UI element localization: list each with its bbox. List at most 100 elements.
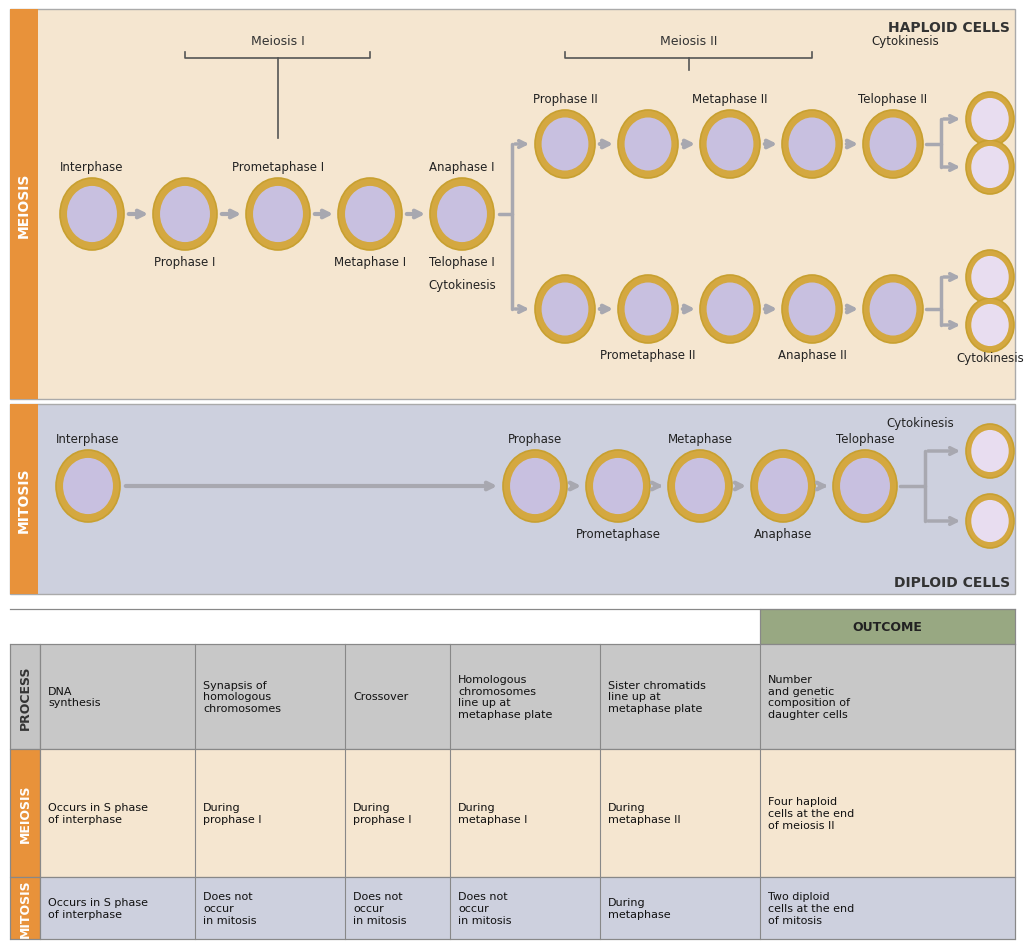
Ellipse shape	[700, 276, 760, 344]
Ellipse shape	[972, 99, 1009, 141]
Ellipse shape	[345, 187, 395, 243]
Ellipse shape	[972, 500, 1009, 543]
Text: Does not
occur
in mitosis: Does not occur in mitosis	[203, 891, 256, 924]
Ellipse shape	[972, 146, 1009, 189]
Ellipse shape	[625, 283, 672, 336]
Text: Prophase: Prophase	[508, 432, 562, 446]
Text: Sister chromatids
line up at
metaphase plate: Sister chromatids line up at metaphase p…	[608, 681, 706, 714]
Bar	[10, 750, 40, 877]
Text: Does not
occur
in mitosis: Does not occur in mitosis	[353, 891, 407, 924]
Text: Prometaphase II: Prometaphase II	[600, 348, 695, 362]
Ellipse shape	[510, 459, 560, 514]
Ellipse shape	[542, 118, 589, 172]
Text: Cytokinesis: Cytokinesis	[886, 416, 954, 429]
Text: HAPLOID CELLS: HAPLOID CELLS	[888, 21, 1010, 35]
Text: During
prophase I: During prophase I	[353, 802, 412, 824]
Ellipse shape	[668, 450, 732, 522]
Ellipse shape	[966, 495, 1014, 548]
Text: During
metaphase I: During metaphase I	[458, 802, 527, 824]
Ellipse shape	[966, 425, 1014, 479]
Bar	[10, 10, 1015, 399]
Text: Interphase: Interphase	[60, 160, 124, 174]
Text: DIPLOID CELLS: DIPLOID CELLS	[894, 576, 1010, 589]
Ellipse shape	[972, 430, 1009, 473]
Ellipse shape	[625, 118, 672, 172]
Ellipse shape	[966, 93, 1014, 147]
Ellipse shape	[67, 187, 117, 243]
Ellipse shape	[430, 178, 494, 251]
Text: Anaphase I: Anaphase I	[429, 160, 495, 174]
Text: Prometaphase I: Prometaphase I	[232, 160, 324, 174]
Text: Number
and genetic
composition of
daughter cells: Number and genetic composition of daught…	[768, 674, 850, 719]
Text: MITOSIS: MITOSIS	[17, 466, 31, 532]
Ellipse shape	[618, 276, 678, 344]
Text: Crossover: Crossover	[353, 692, 409, 701]
Text: OUTCOME: OUTCOME	[853, 620, 923, 633]
Text: Telophase: Telophase	[836, 432, 894, 446]
Ellipse shape	[618, 110, 678, 178]
Ellipse shape	[60, 178, 124, 251]
Ellipse shape	[437, 187, 487, 243]
Bar	[760, 610, 1015, 645]
Ellipse shape	[758, 459, 808, 514]
Text: Metaphase II: Metaphase II	[692, 93, 768, 106]
Text: Cytokinesis: Cytokinesis	[871, 35, 939, 48]
Text: Telophase I: Telophase I	[429, 256, 495, 269]
Ellipse shape	[675, 459, 725, 514]
Ellipse shape	[840, 459, 890, 514]
Bar	[40, 645, 1015, 750]
Text: Occurs in S phase
of interphase: Occurs in S phase of interphase	[48, 897, 148, 919]
Text: Telophase II: Telophase II	[858, 93, 928, 106]
Ellipse shape	[253, 187, 303, 243]
Text: During
prophase I: During prophase I	[203, 802, 261, 824]
Ellipse shape	[593, 459, 643, 514]
Text: Synapsis of
homologous
chromosomes: Synapsis of homologous chromosomes	[203, 681, 281, 714]
Text: Interphase: Interphase	[56, 432, 120, 446]
Bar	[40, 877, 1015, 939]
Bar	[10, 405, 1015, 595]
Text: Metaphase I: Metaphase I	[334, 256, 407, 269]
Ellipse shape	[586, 450, 650, 522]
Ellipse shape	[869, 283, 916, 336]
Ellipse shape	[338, 178, 402, 251]
Text: Metaphase: Metaphase	[668, 432, 732, 446]
Text: Anaphase II: Anaphase II	[777, 348, 847, 362]
Text: During
metaphase: During metaphase	[608, 897, 671, 919]
Text: Cytokinesis: Cytokinesis	[956, 351, 1024, 364]
Text: Cytokinesis: Cytokinesis	[428, 278, 496, 292]
Text: Meiosis II: Meiosis II	[659, 35, 717, 48]
Ellipse shape	[153, 178, 217, 251]
Ellipse shape	[63, 459, 113, 514]
Bar	[10, 405, 38, 595]
Ellipse shape	[707, 118, 754, 172]
Ellipse shape	[246, 178, 310, 251]
Ellipse shape	[56, 450, 120, 522]
Bar	[10, 645, 40, 750]
Ellipse shape	[972, 257, 1009, 298]
Ellipse shape	[707, 283, 754, 336]
Ellipse shape	[966, 251, 1014, 305]
Text: Meiosis I: Meiosis I	[251, 35, 304, 48]
Ellipse shape	[788, 283, 836, 336]
Bar	[10, 10, 38, 399]
Ellipse shape	[863, 276, 923, 344]
Text: Anaphase: Anaphase	[754, 528, 812, 540]
Bar	[40, 750, 1015, 877]
Ellipse shape	[503, 450, 567, 522]
Text: Occurs in S phase
of interphase: Occurs in S phase of interphase	[48, 802, 148, 824]
Text: During
metaphase II: During metaphase II	[608, 802, 681, 824]
Ellipse shape	[535, 276, 595, 344]
Ellipse shape	[782, 276, 842, 344]
Ellipse shape	[751, 450, 815, 522]
Text: Homologous
chromosomes
line up at
metaphase plate: Homologous chromosomes line up at metaph…	[458, 674, 552, 719]
Ellipse shape	[863, 110, 923, 178]
Text: Two diploid
cells at the end
of mitosis: Two diploid cells at the end of mitosis	[768, 891, 854, 924]
Text: PROCESS: PROCESS	[18, 665, 32, 729]
Ellipse shape	[966, 141, 1014, 194]
Ellipse shape	[966, 298, 1014, 353]
Text: DNA
synthesis: DNA synthesis	[48, 686, 100, 708]
Ellipse shape	[788, 118, 836, 172]
Ellipse shape	[782, 110, 842, 178]
Ellipse shape	[700, 110, 760, 178]
Text: MITOSIS: MITOSIS	[18, 879, 32, 937]
